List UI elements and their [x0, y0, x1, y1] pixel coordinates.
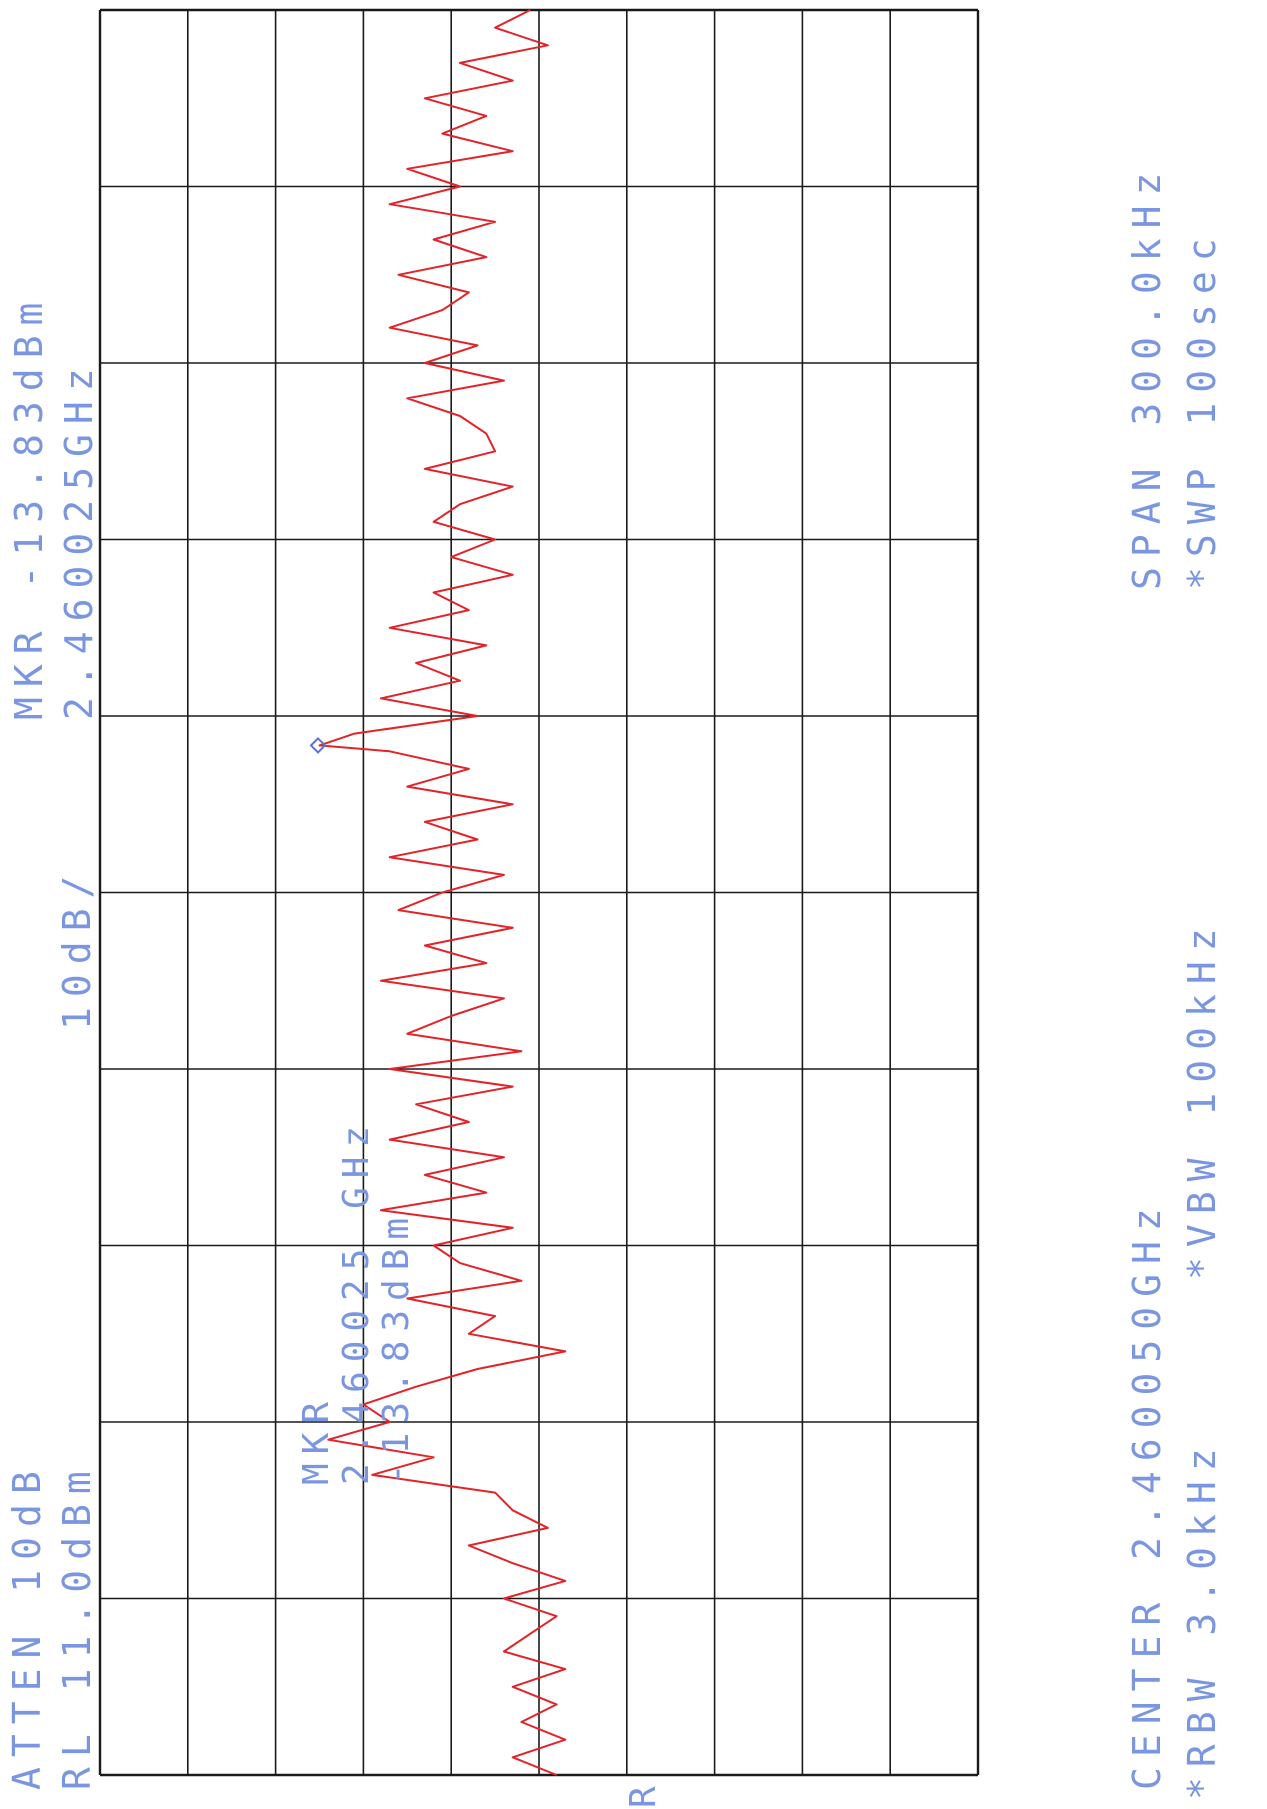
- ref-level-label: RL 11.0dBm: [55, 1461, 99, 1790]
- marker-inline-label: MKR: [296, 1393, 337, 1485]
- marker-inline-freq: 2.460025 GHz: [336, 1117, 377, 1485]
- atten-label: ATTEN 10dB: [5, 1461, 49, 1790]
- center-freq-label: CENTER 2.460050GHz: [1125, 1198, 1169, 1790]
- trace-layer: [309, 9, 567, 1776]
- span-label: SPAN 300.0kHz: [1125, 163, 1169, 590]
- vbw-label: *VBW 100kHz: [1180, 918, 1224, 1280]
- scale-label: 10dB/: [55, 866, 99, 1030]
- spectrum-trace-0: [318, 9, 567, 1776]
- marker-diamond-0: [309, 737, 327, 754]
- marker-level-readout: MKR -13.83dBm: [7, 293, 51, 720]
- trace-mode-label: R: [623, 1777, 664, 1808]
- rbw-label: *RBW 3.0kHz: [1180, 1438, 1224, 1800]
- marker-inline-level: -13.83dBm: [376, 1209, 417, 1485]
- graticule: [98, 8, 980, 1777]
- marker-freq-readout: 2.460025GHz: [57, 358, 101, 720]
- sweep-label: *SWP 100sec: [1180, 228, 1224, 590]
